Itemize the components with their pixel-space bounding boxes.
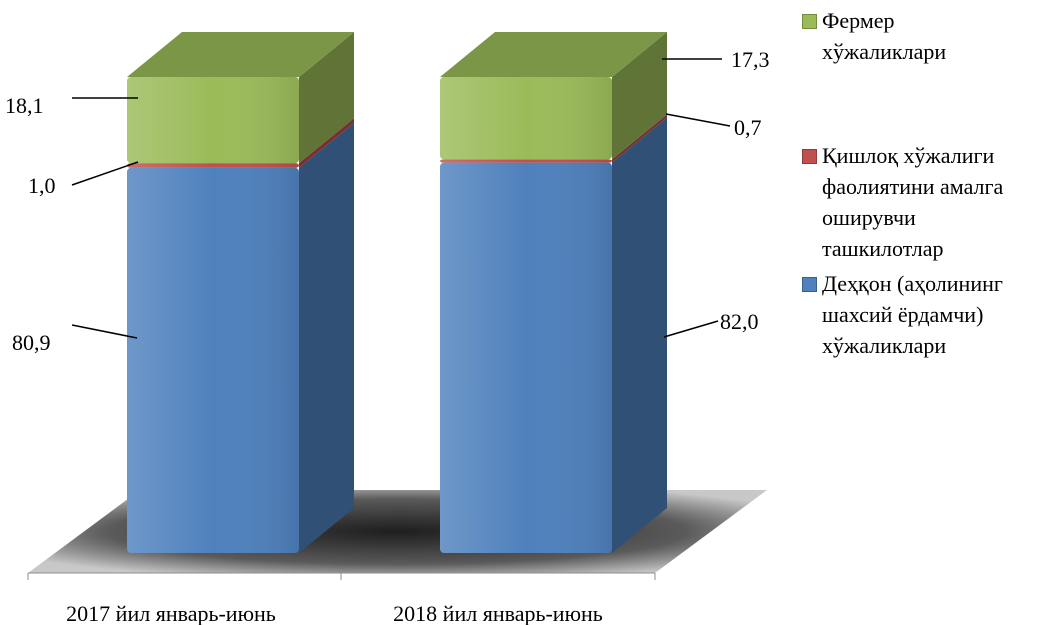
data-label: 1,0: [28, 173, 56, 198]
bar-segment: [127, 122, 354, 553]
bar-segment: [440, 117, 667, 554]
data-label: 0,7: [734, 115, 762, 140]
labels-group: 80,9 1,0 18,1 2017 йил январь-июнь 82,0 0,7 17…: [5, 47, 770, 625]
data-label: 82,0: [720, 309, 759, 334]
leader-line: [663, 320, 719, 338]
legend-swatch: [802, 149, 817, 164]
legend-swatch: [802, 277, 817, 292]
legend-label: Деҳқон (аҳолининг шахсий ёрдамчи) хўжали…: [822, 271, 1003, 358]
legend-label: Фермер хўжаликлари: [822, 8, 947, 64]
category-label: 2017 йил январь-июнь: [66, 601, 276, 625]
legend-item: Фермер хўжаликлари: [800, 5, 960, 67]
leader-line: [71, 161, 139, 186]
legend-label: Қишлоқ хўжалиги фаолиятини амалга оширув…: [822, 143, 1004, 261]
leader-line: [665, 113, 731, 127]
legend-item: Қишлоқ хўжалиги фаолиятини амалга оширув…: [800, 140, 1040, 264]
bar-segment: [440, 32, 667, 160]
bars-group: [127, 32, 667, 554]
data-label: 17,3: [731, 47, 770, 72]
bar-segment: [127, 118, 354, 168]
data-label: 80,9: [12, 330, 51, 355]
category-label: 2018 йил январь-июнь: [393, 601, 603, 625]
leader-line: [71, 324, 138, 339]
bar-segment: [440, 114, 667, 163]
data-label: 18,1: [5, 93, 44, 118]
legend-swatch: [802, 14, 817, 29]
legend-item: Деҳқон (аҳолининг шахсий ёрдамчи) хўжали…: [800, 268, 1040, 361]
bar-segment: [127, 32, 354, 164]
